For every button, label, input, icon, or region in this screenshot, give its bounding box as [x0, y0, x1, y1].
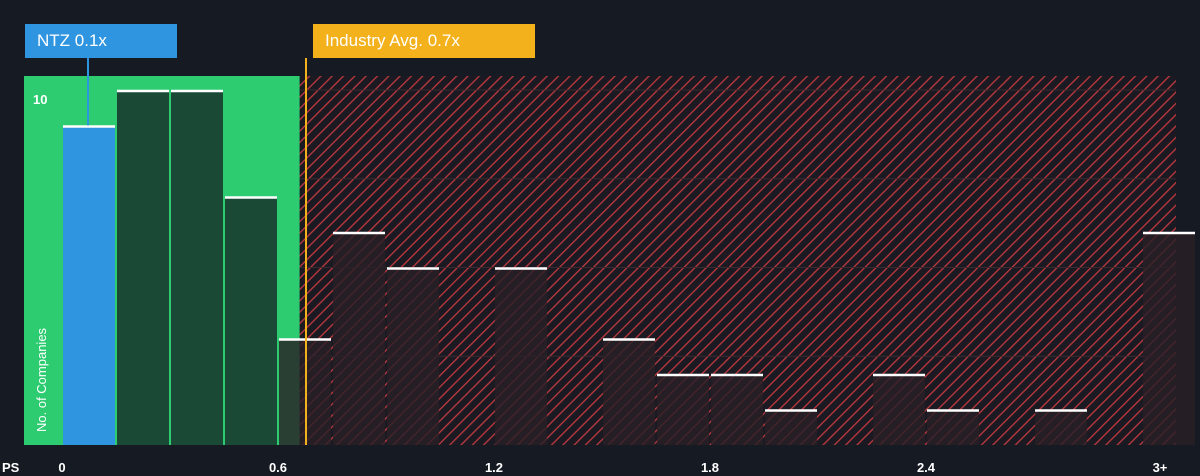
bars — [63, 89, 1195, 445]
histogram-bar — [1035, 409, 1087, 445]
histogram-bar — [711, 374, 763, 445]
histogram-bar — [387, 267, 439, 445]
histogram-bar — [1143, 232, 1195, 445]
x-tick-label: 2.4 — [917, 460, 936, 475]
histogram-bar — [657, 374, 709, 445]
histogram-bar — [333, 232, 385, 445]
x-tick-label: 1.2 — [485, 460, 503, 475]
x-axis-label: PS — [2, 460, 20, 475]
histogram-bar — [603, 338, 655, 445]
x-tick-label: 0.6 — [269, 460, 287, 475]
gridlines — [299, 89, 1176, 357]
subject-bar — [63, 125, 115, 445]
histogram-bar — [117, 90, 169, 445]
y-tick-10: 10 — [33, 92, 47, 107]
x-tick-label: 3+ — [1153, 460, 1168, 475]
histogram-bar — [765, 409, 817, 445]
histogram-bar — [495, 267, 547, 445]
histogram-bar — [927, 409, 979, 445]
histogram-bar — [225, 196, 277, 445]
y-axis-label: No. of Companies — [34, 327, 49, 432]
x-tick-labels: 0 0.6 1.2 1.8 2.4 3+ — [58, 460, 1167, 475]
histogram-bar — [171, 90, 223, 445]
industry-average-callout: Industry Avg. 0.7x — [313, 24, 535, 58]
subject-callout: NTZ 0.1x — [25, 24, 177, 58]
x-tick-label: 0 — [58, 460, 65, 475]
histogram-bar — [873, 374, 925, 445]
x-tick-label: 1.8 — [701, 460, 719, 475]
